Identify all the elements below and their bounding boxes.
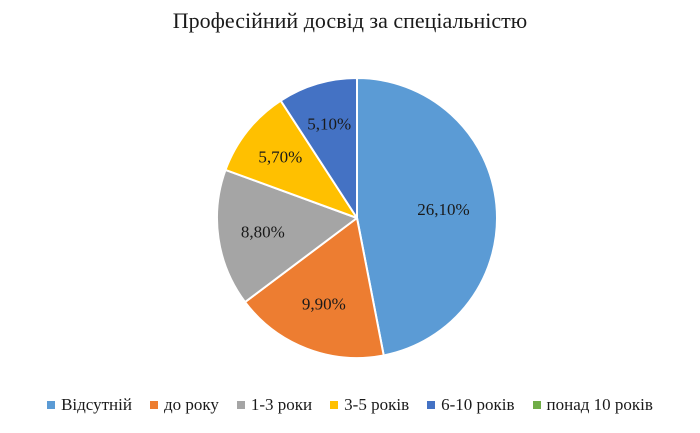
legend-item-6: понад 10 років [532,395,653,415]
legend-swatch-icon [532,401,541,409]
legend-swatch-icon [236,401,245,409]
slice-label-1: 26,10% [417,200,469,219]
slice-label-5: 5,10% [307,115,351,134]
legend-label: 6-10 років [441,395,515,414]
slice-label-4: 5,70% [258,147,302,166]
legend-item-5: 6-10 років [427,395,515,415]
legend-swatch-icon [149,401,158,409]
pie-slice-3 [216,168,358,304]
legend-label: Відсутній [61,395,132,414]
legend-item-3: 1-3 роки [236,395,313,415]
legend-item-1: Відсутній [47,395,132,415]
legend-swatch-icon [47,401,56,409]
slice-label-2: 9,90% [302,295,346,314]
chart-title: Професійний досвід за спеціальністю [172,8,528,33]
legend-label: до року [163,395,219,414]
slice-label-3: 8,80% [241,222,285,241]
legend-label: 1-3 роки [250,395,313,414]
legend-label: 3-5 років [344,395,410,414]
legend-swatch-icon [427,401,436,409]
pie-slice-2 [244,217,385,359]
legend-swatch-icon [330,401,339,409]
pie-slice-1 [356,77,498,357]
pie-slice-5 [279,77,358,219]
legend-item-4: 3-5 років [330,395,409,415]
legend-item-2: до року [149,395,219,415]
pie-slice-4 [224,99,358,219]
chart-legend: Відсутній до року 1-3 роки 3-5 років 6-10 ро… [0,395,700,415]
legend-label: понад 10 років [546,395,653,414]
